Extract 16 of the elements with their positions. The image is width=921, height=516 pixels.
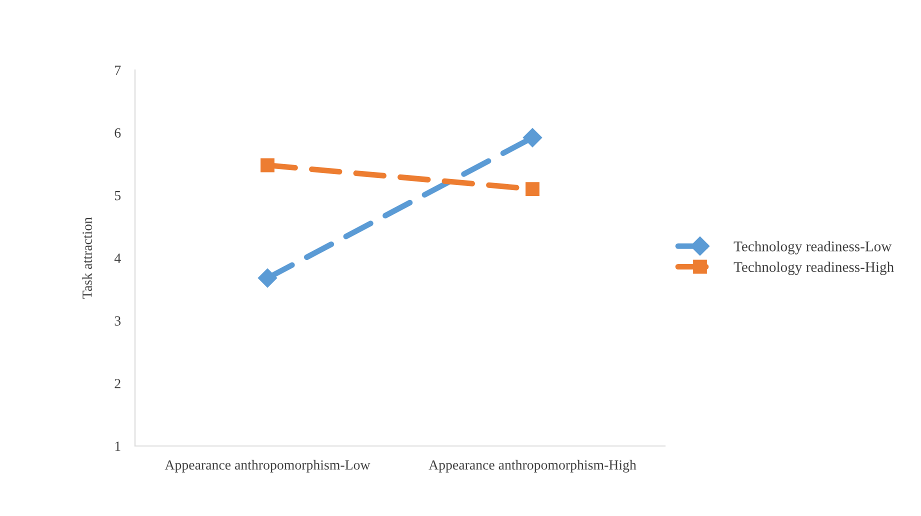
y-tick-label: 1: [115, 442, 120, 451]
y-tick-label: 4: [114, 254, 121, 263]
y-tick-label: 6: [114, 128, 121, 138]
point: [522, 128, 542, 148]
x-tick-label: Appearance anthropomorphism-High: [428, 460, 636, 473]
y-tick-label: 7: [115, 66, 121, 75]
legend-label: Technology readiness-Low: [734, 241, 892, 254]
y-tick-label: 5: [114, 191, 121, 200]
x-tick-label: Appearance anthropomorphism-Low: [164, 460, 370, 472]
y-tick-label: 3: [114, 316, 121, 326]
legend-label: Technology readiness-High: [734, 262, 894, 275]
point: [258, 268, 278, 288]
y-axis-title: Task attraction: [82, 217, 92, 299]
point: [526, 182, 540, 196]
y-tick-label: 2: [114, 378, 120, 388]
point: [260, 158, 274, 172]
